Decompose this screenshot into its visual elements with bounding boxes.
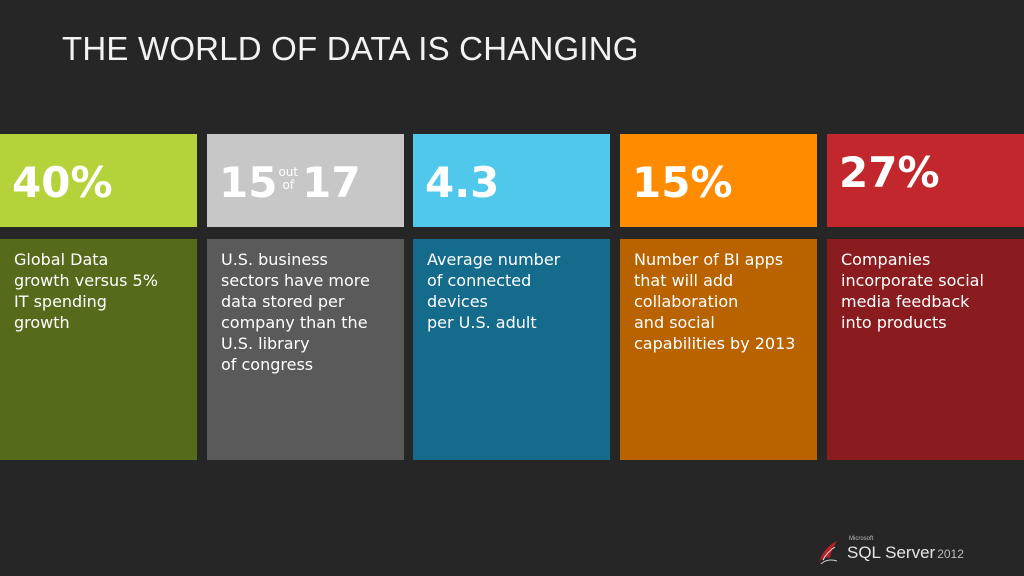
stat-tile-body: U.S. business sectors have more data sto…: [207, 239, 404, 460]
stat-description: Average number of connected devices per …: [427, 250, 561, 332]
logo-product: SQL Server: [847, 543, 936, 562]
stat-tile-body: Companies incorporate social media feedb…: [827, 239, 1024, 460]
stat-description: Global Data growth versus 5% IT spending…: [14, 250, 158, 332]
stat-tile-connected-devices: 4.3 Average number of connected devices …: [413, 134, 610, 460]
stat-tile-header: 27%: [827, 134, 1024, 227]
stat-fraction-bottom: of: [282, 178, 295, 192]
stat-tile-social-feedback: 27% Companies incorporate social media f…: [827, 134, 1024, 460]
stat-tile-data-growth: 40% Global Data growth versus 5% IT spen…: [0, 134, 197, 460]
stat-value: 27%: [839, 148, 940, 197]
stat-tile-header: 40%: [0, 134, 197, 227]
logo-product-name: SQL Server 2012: [847, 543, 964, 563]
stat-value: 4.3: [425, 158, 500, 207]
stat-fraction-top: out: [278, 165, 299, 179]
stats-tiles: 40% Global Data growth versus 5% IT spen…: [0, 134, 1024, 460]
stat-description: U.S. business sectors have more data sto…: [221, 250, 370, 374]
stat-tile-header: 15%: [620, 134, 817, 227]
logo-maker: Microsoft: [849, 536, 874, 542]
stat-tile-header: 4.3: [413, 134, 610, 227]
stat-tile-body: Global Data growth versus 5% IT spending…: [0, 239, 197, 460]
stat-tile-business-sectors: 15 out of 17 U.S. business sectors have mor…: [207, 134, 404, 460]
stat-description: Number of BI apps that will add collabor…: [634, 250, 796, 353]
stat-value: 15 out of 17: [219, 162, 361, 204]
stat-value-suffix: 17: [302, 158, 361, 207]
stat-fraction: out of: [278, 166, 298, 192]
stat-value-main: 15: [219, 158, 278, 207]
logo-year: 2012: [937, 547, 964, 561]
stat-value: 40%: [12, 158, 113, 207]
stat-tile-bi-apps: 15% Number of BI apps that will add coll…: [620, 134, 817, 460]
slide-title: THE WORLD OF DATA IS CHANGING: [62, 30, 639, 67]
stat-value: 15%: [632, 158, 733, 207]
stat-tile-body: Average number of connected devices per …: [413, 239, 610, 460]
sql-server-logo-icon: [819, 541, 838, 565]
stat-tile-header: 15 out of 17: [207, 134, 404, 227]
sql-server-logo: Microsoft SQL Server 2012: [815, 536, 975, 566]
stat-tile-body: Number of BI apps that will add collabor…: [620, 239, 817, 460]
stat-description: Companies incorporate social media feedb…: [841, 250, 984, 332]
